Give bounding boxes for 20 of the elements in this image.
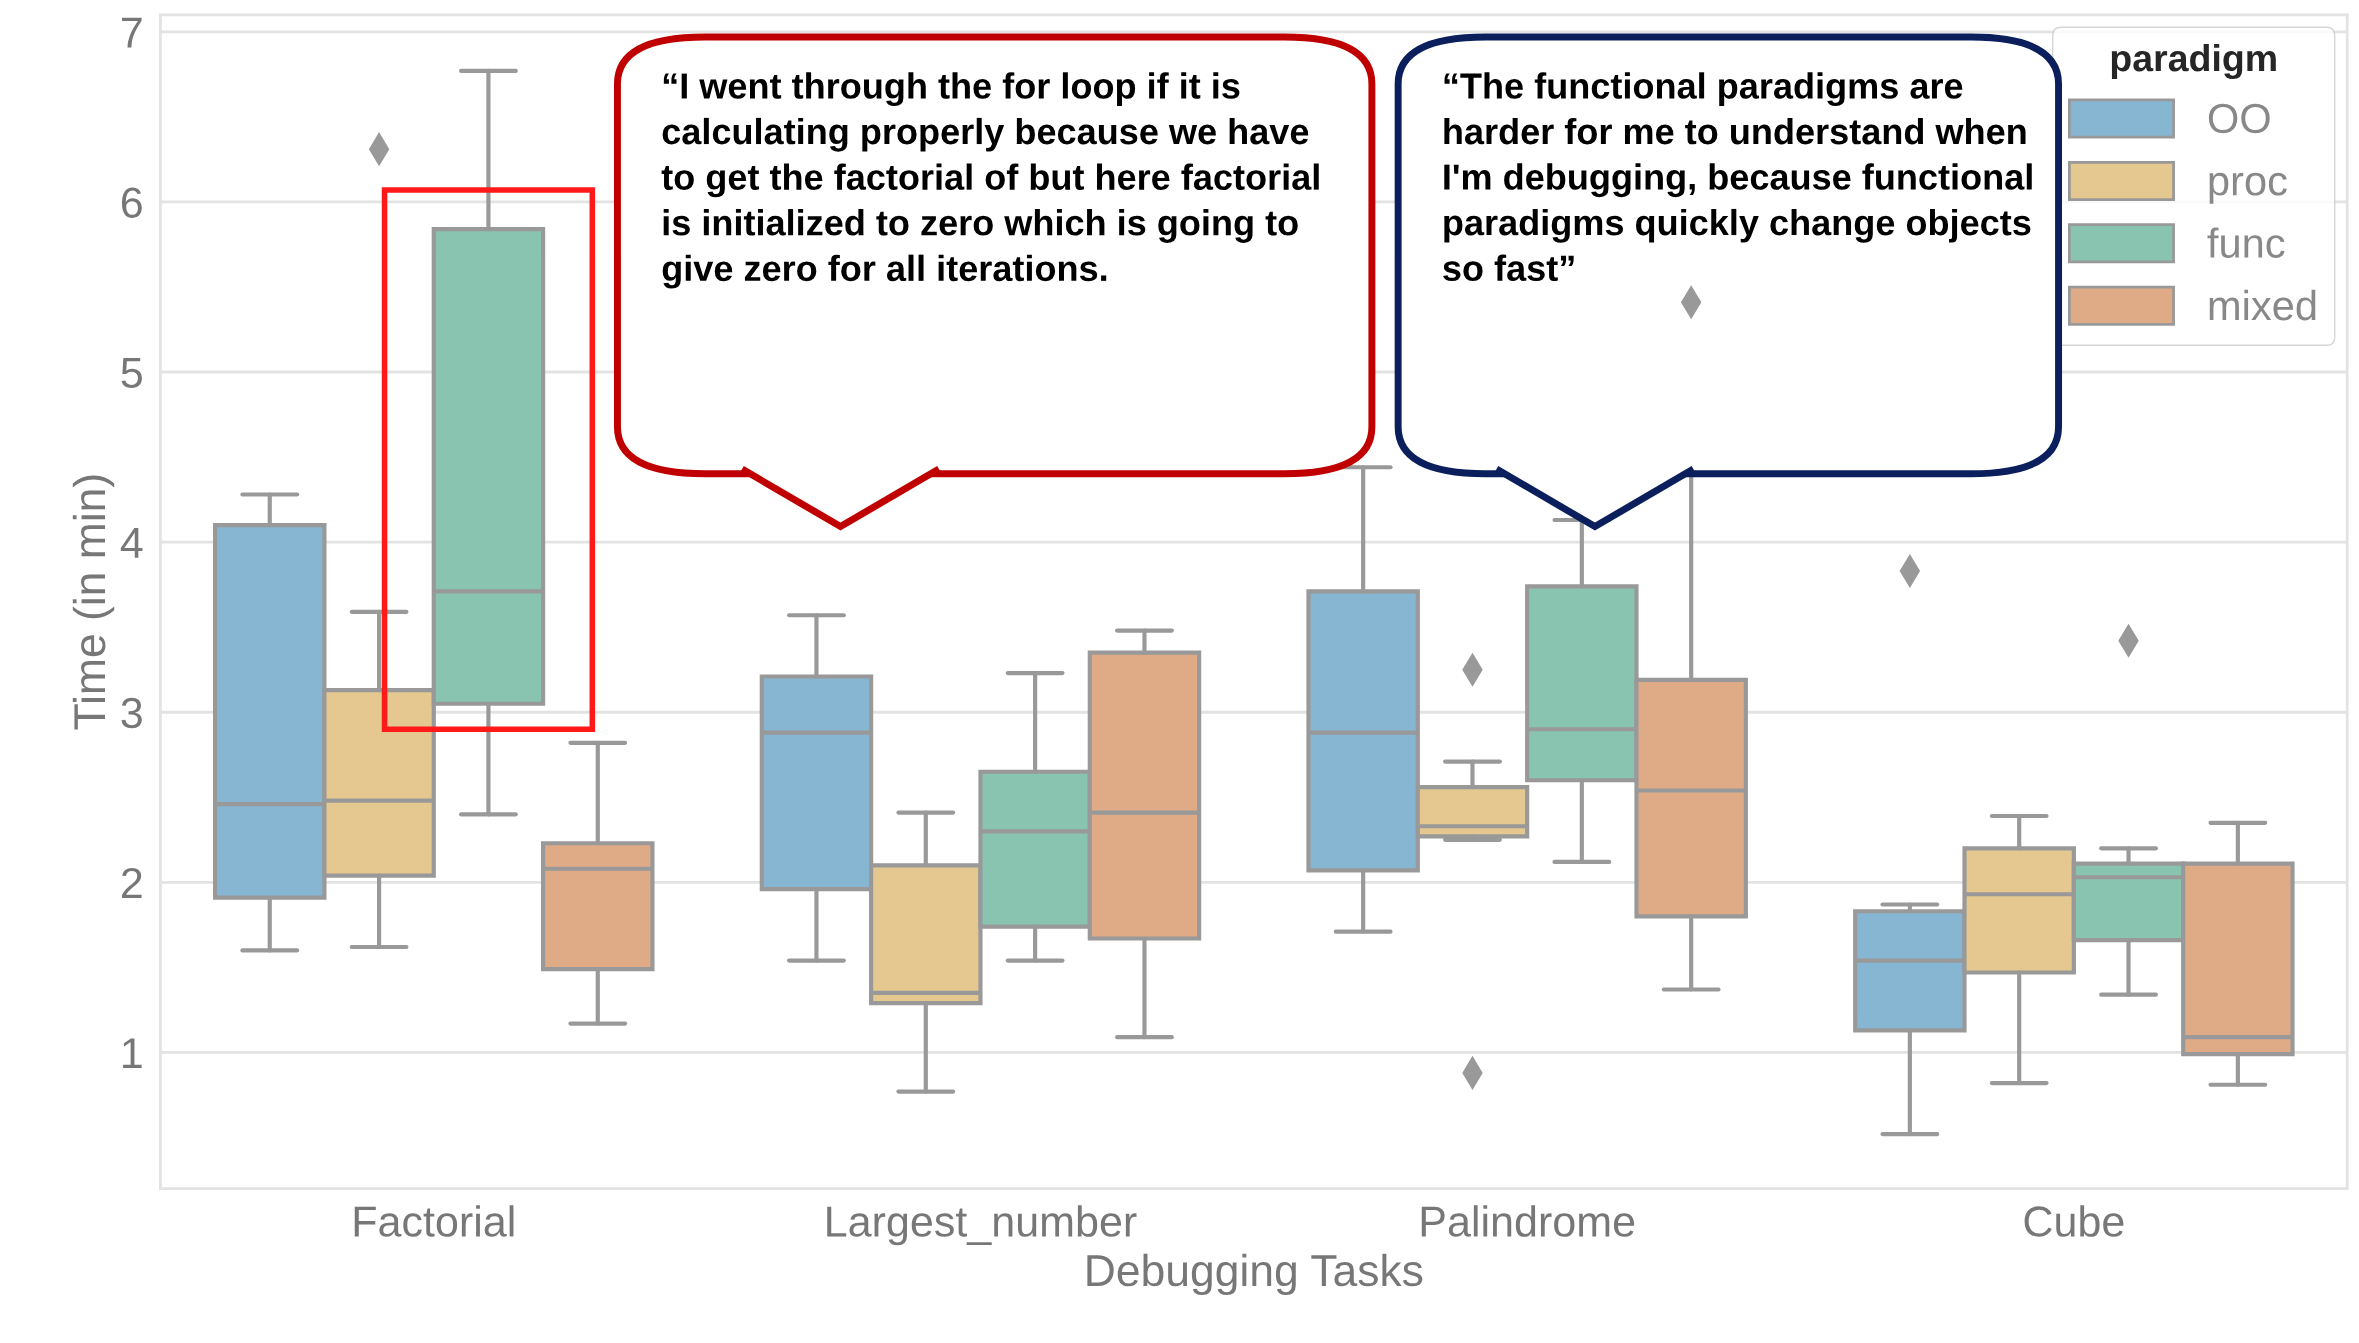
y-tick-label: 1 <box>123 1038 142 1069</box>
annotation: “I went through the for loop if it is calculating properly because we have to get the factorial of but here factorial is initialized to zero which is going to give zero for all iterations. <box>661 72 1319 289</box>
x-axis-title: Debugging Tasks <box>1087 1253 1423 1296</box>
x-tick-label: Factorial <box>354 1205 514 1237</box>
x-tick-label: Largest_number <box>827 1205 1137 1246</box>
legend-label: func <box>2207 227 2285 259</box>
y-tick-label: 7 <box>122 17 142 48</box>
x-tick-label: Cube <box>2024 1205 2124 1237</box>
y-tick-label: 3 <box>121 697 142 729</box>
x-tick-label: Palindrome <box>1421 1205 1635 1237</box>
annotation: “The functional paradigms are harder for me to understand when I'm debugging, because functional paradigms quickly change objects so fast” <box>1443 72 2032 282</box>
legend-label: OO <box>2208 103 2270 134</box>
y-tick-label: 4 <box>120 528 143 558</box>
legend-label: proc <box>2209 172 2287 204</box>
y-tick-label: 5 <box>121 357 142 389</box>
y-axis-title: Time (in min) <box>72 475 115 730</box>
legend-title: paradigm <box>2111 43 2276 80</box>
y-tick-label: 2 <box>121 867 142 898</box>
legend-label: mixed <box>2209 289 2316 321</box>
y-tick-label: 6 <box>121 187 142 218</box>
